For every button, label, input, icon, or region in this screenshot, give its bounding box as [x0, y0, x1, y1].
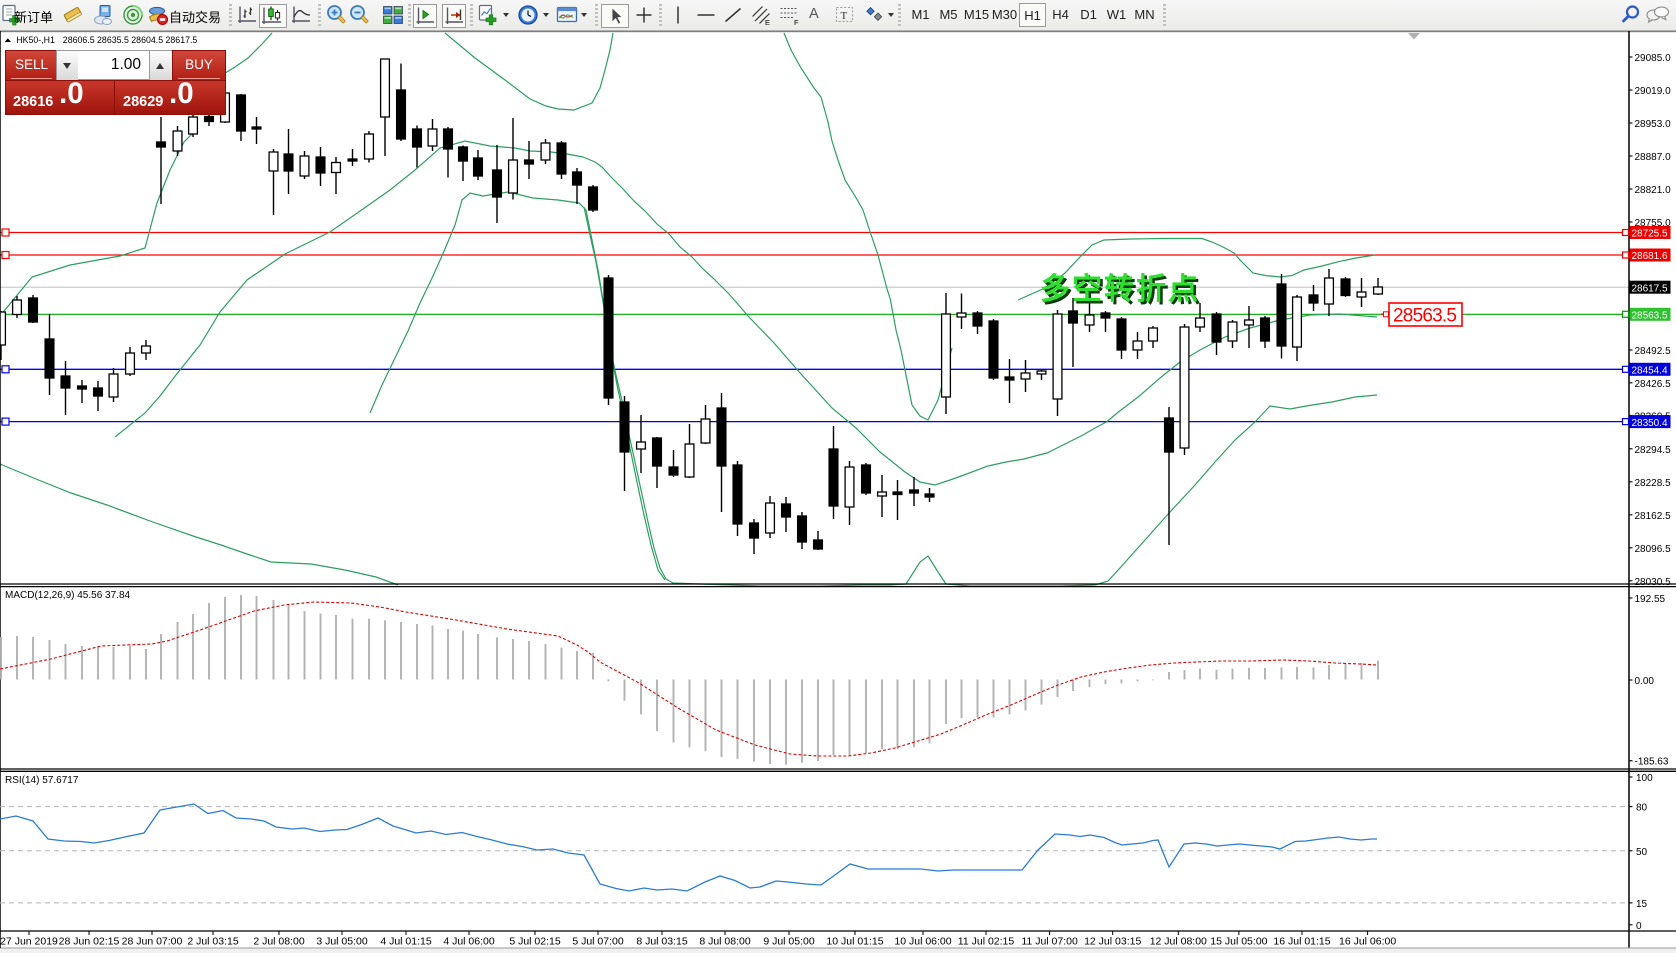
svg-text:29019.0: 29019.0: [1635, 86, 1672, 97]
svg-text:28 Jun 02:15: 28 Jun 02:15: [59, 936, 120, 948]
svg-text:F: F: [794, 18, 799, 26]
svg-text:28426.5: 28426.5: [1635, 379, 1672, 390]
svg-text:10 Jul 06:00: 10 Jul 06:00: [894, 936, 951, 948]
svg-text:16 Jul 01:15: 16 Jul 01:15: [1273, 936, 1330, 948]
svg-text:4 Jul 01:15: 4 Jul 01:15: [380, 936, 432, 948]
svg-text:28096.5: 28096.5: [1635, 544, 1672, 555]
svg-text:28228.5: 28228.5: [1635, 478, 1672, 489]
svg-text:12 Jul 08:00: 12 Jul 08:00: [1150, 936, 1207, 948]
svg-text:RSI(14) 57.6717: RSI(14) 57.6717: [5, 775, 79, 786]
svg-text:11 Jul 07:00: 11 Jul 07:00: [1021, 936, 1078, 948]
svg-text:28294.5: 28294.5: [1635, 445, 1672, 456]
svg-text:11 Jul 02:15: 11 Jul 02:15: [958, 936, 1015, 948]
svg-text:192.55: 192.55: [1635, 594, 1666, 605]
svg-text:80: 80: [1636, 803, 1648, 814]
svg-text:28606.5 28635.5 28604.5 28617.: 28606.5 28635.5 28604.5 28617.5: [63, 35, 198, 45]
svg-text:28563.5: 28563.5: [1393, 306, 1457, 327]
svg-text:28681.6: 28681.6: [1632, 251, 1668, 262]
svg-text:28821.0: 28821.0: [1635, 185, 1672, 196]
svg-text:28725.5: 28725.5: [1632, 229, 1668, 240]
svg-text:8 Jul 08:00: 8 Jul 08:00: [699, 936, 751, 948]
svg-text:28454.4: 28454.4: [1632, 366, 1668, 377]
svg-text:HK50-,H1: HK50-,H1: [16, 35, 55, 45]
svg-text:E: E: [765, 18, 770, 26]
svg-text:-185.63: -185.63: [1635, 757, 1669, 768]
svg-text:2 Jul 03:15: 2 Jul 03:15: [187, 936, 239, 948]
svg-text:100: 100: [1636, 773, 1653, 784]
svg-text:27 Jun 2019: 27 Jun 2019: [0, 936, 58, 948]
svg-text:50: 50: [1636, 847, 1648, 858]
svg-text:15 Jul 05:00: 15 Jul 05:00: [1210, 936, 1267, 948]
svg-text:28617.5: 28617.5: [1632, 283, 1668, 294]
svg-text:28887.0: 28887.0: [1635, 152, 1672, 163]
svg-text:28953.0: 28953.0: [1635, 119, 1672, 130]
svg-text:16 Jul 06:00: 16 Jul 06:00: [1339, 936, 1396, 948]
svg-text:MACD(12,26,9) 45.56 37.84: MACD(12,26,9) 45.56 37.84: [5, 590, 131, 601]
svg-text:28162.5: 28162.5: [1635, 511, 1672, 522]
svg-text:28350.4: 28350.4: [1632, 418, 1668, 429]
svg-text:5 Jul 07:00: 5 Jul 07:00: [572, 936, 624, 948]
svg-text:T: T: [841, 10, 848, 22]
svg-text:0.00: 0.00: [1635, 676, 1655, 687]
svg-text:4 Jul 06:00: 4 Jul 06:00: [443, 936, 495, 948]
svg-text:15: 15: [1636, 899, 1648, 910]
svg-text:多空转折点: 多空转折点: [1043, 276, 1203, 309]
svg-text:2 Jul 08:00: 2 Jul 08:00: [253, 936, 305, 948]
svg-text:5 Jul 02:15: 5 Jul 02:15: [509, 936, 561, 948]
svg-text:29085.0: 29085.0: [1635, 53, 1672, 64]
svg-text:10 Jul 01:15: 10 Jul 01:15: [826, 936, 883, 948]
svg-text:12 Jul 03:15: 12 Jul 03:15: [1084, 936, 1141, 948]
svg-text:28 Jun 07:00: 28 Jun 07:00: [122, 936, 183, 948]
svg-text:9 Jul 05:00: 9 Jul 05:00: [763, 936, 815, 948]
svg-text:28030.5: 28030.5: [1635, 577, 1672, 588]
svg-text:8 Jul 03:15: 8 Jul 03:15: [636, 936, 688, 948]
svg-text:多空转折点: 多空转折点: [1040, 273, 1200, 306]
svg-text:28563.5: 28563.5: [1632, 311, 1668, 322]
svg-text:28755.0: 28755.0: [1635, 218, 1672, 229]
svg-text:0: 0: [1636, 921, 1642, 932]
svg-text:28492.5: 28492.5: [1635, 346, 1672, 357]
svg-text:3 Jul 05:00: 3 Jul 05:00: [316, 936, 368, 948]
